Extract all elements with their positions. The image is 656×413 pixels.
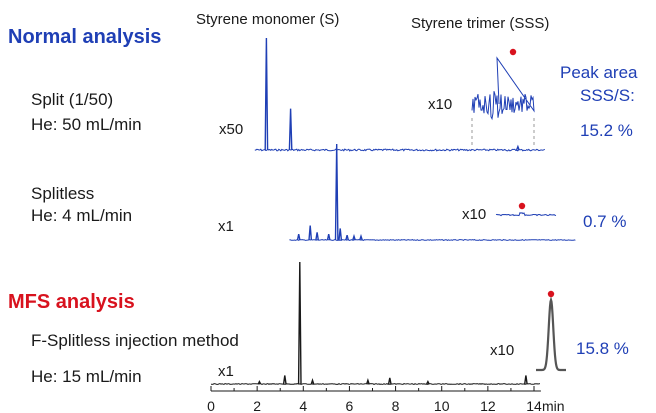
splitless-zoom-label: x10 [462,206,487,223]
trace-0-peak-0 [264,37,269,151]
trace-1-peak-4 [334,143,339,241]
trace-2-peak-6 [426,380,430,385]
trace-1-peak-5 [338,228,343,241]
trimer-header: Styrene trimer (SSS) [411,15,550,32]
split-flow-label: He: 50 mL/min [31,115,142,134]
split-peak-marker [509,48,517,56]
normal-analysis-title: Normal analysis [8,26,162,48]
chromatogram-traces [211,37,576,386]
trace-1-peak-6 [345,235,349,241]
x-axis-unit: min [542,398,565,413]
split-scale-label: x50 [219,121,244,138]
trace-1-peak-3 [326,234,331,241]
splitless-flow-label: He: 4 mL/min [31,206,133,225]
mfs-analysis-title: MFS analysis [8,291,135,313]
trace-0-peak-2 [515,144,520,151]
splitless-percent: 0.7 % [583,212,627,231]
mfs-percent: 15.8 % [576,339,629,358]
trace-1-peak-2 [315,232,319,241]
split-zoom-label: x10 [428,96,453,113]
trace-2-peak-5 [387,377,392,385]
x-tick-label: 4 [299,398,307,413]
trace-2-peak-1 [282,375,287,385]
mfs-flow-label: He: 15 mL/min [31,367,142,386]
mfs-zoom-label: x10 [490,342,515,359]
trace-baseline-2 [211,382,540,386]
trace-baseline-0 [254,148,546,152]
trace-1-peak-1 [308,225,313,241]
trace-2-peak-0 [257,379,262,385]
trace-baseline-1 [289,239,576,242]
x-tick-label: 0 [207,398,215,413]
split-percent: 15.2 % [580,121,633,140]
trace-2-peak-2 [297,261,302,385]
trace-2-peak-4 [366,378,370,385]
split-inset-trace [471,56,535,121]
trace-1-peak-0 [296,234,301,241]
mfs-method-label: F-Splitless injection method [31,331,239,350]
splitless-scale-label: x1 [218,218,234,235]
trace-2-peak-7 [524,375,528,385]
mfs-scale-label: x1 [218,363,234,380]
x-axis: 0 2 4 6 8 10 12 14 min [207,386,565,413]
mfs-inset-trace [536,296,566,372]
splitless-inset-trace [495,211,557,217]
split-label: Split (1/50) [31,90,114,109]
x-tick-label: 6 [346,398,354,413]
trace-1-peak-7 [352,233,356,241]
splitless-peak-marker [518,202,526,210]
trace-1-peak-8 [359,233,363,241]
x-tick-label: 14 [526,398,542,413]
zoom-insets [471,48,566,372]
trace-0-peak-1 [288,108,293,151]
splitless-label: Splitless [31,184,95,203]
peak-area-ratio-label: SSS/S: [580,86,635,105]
x-tick-label: 2 [253,398,261,413]
trace-2-peak-3 [310,378,315,385]
x-tick-label: 12 [480,398,496,413]
mfs-peak-marker [547,290,555,298]
monomer-header: Styrene monomer (S) [196,11,340,28]
peak-area-label: Peak area [560,63,638,82]
x-tick-label: 10 [434,398,450,413]
x-tick-label: 8 [392,398,400,413]
